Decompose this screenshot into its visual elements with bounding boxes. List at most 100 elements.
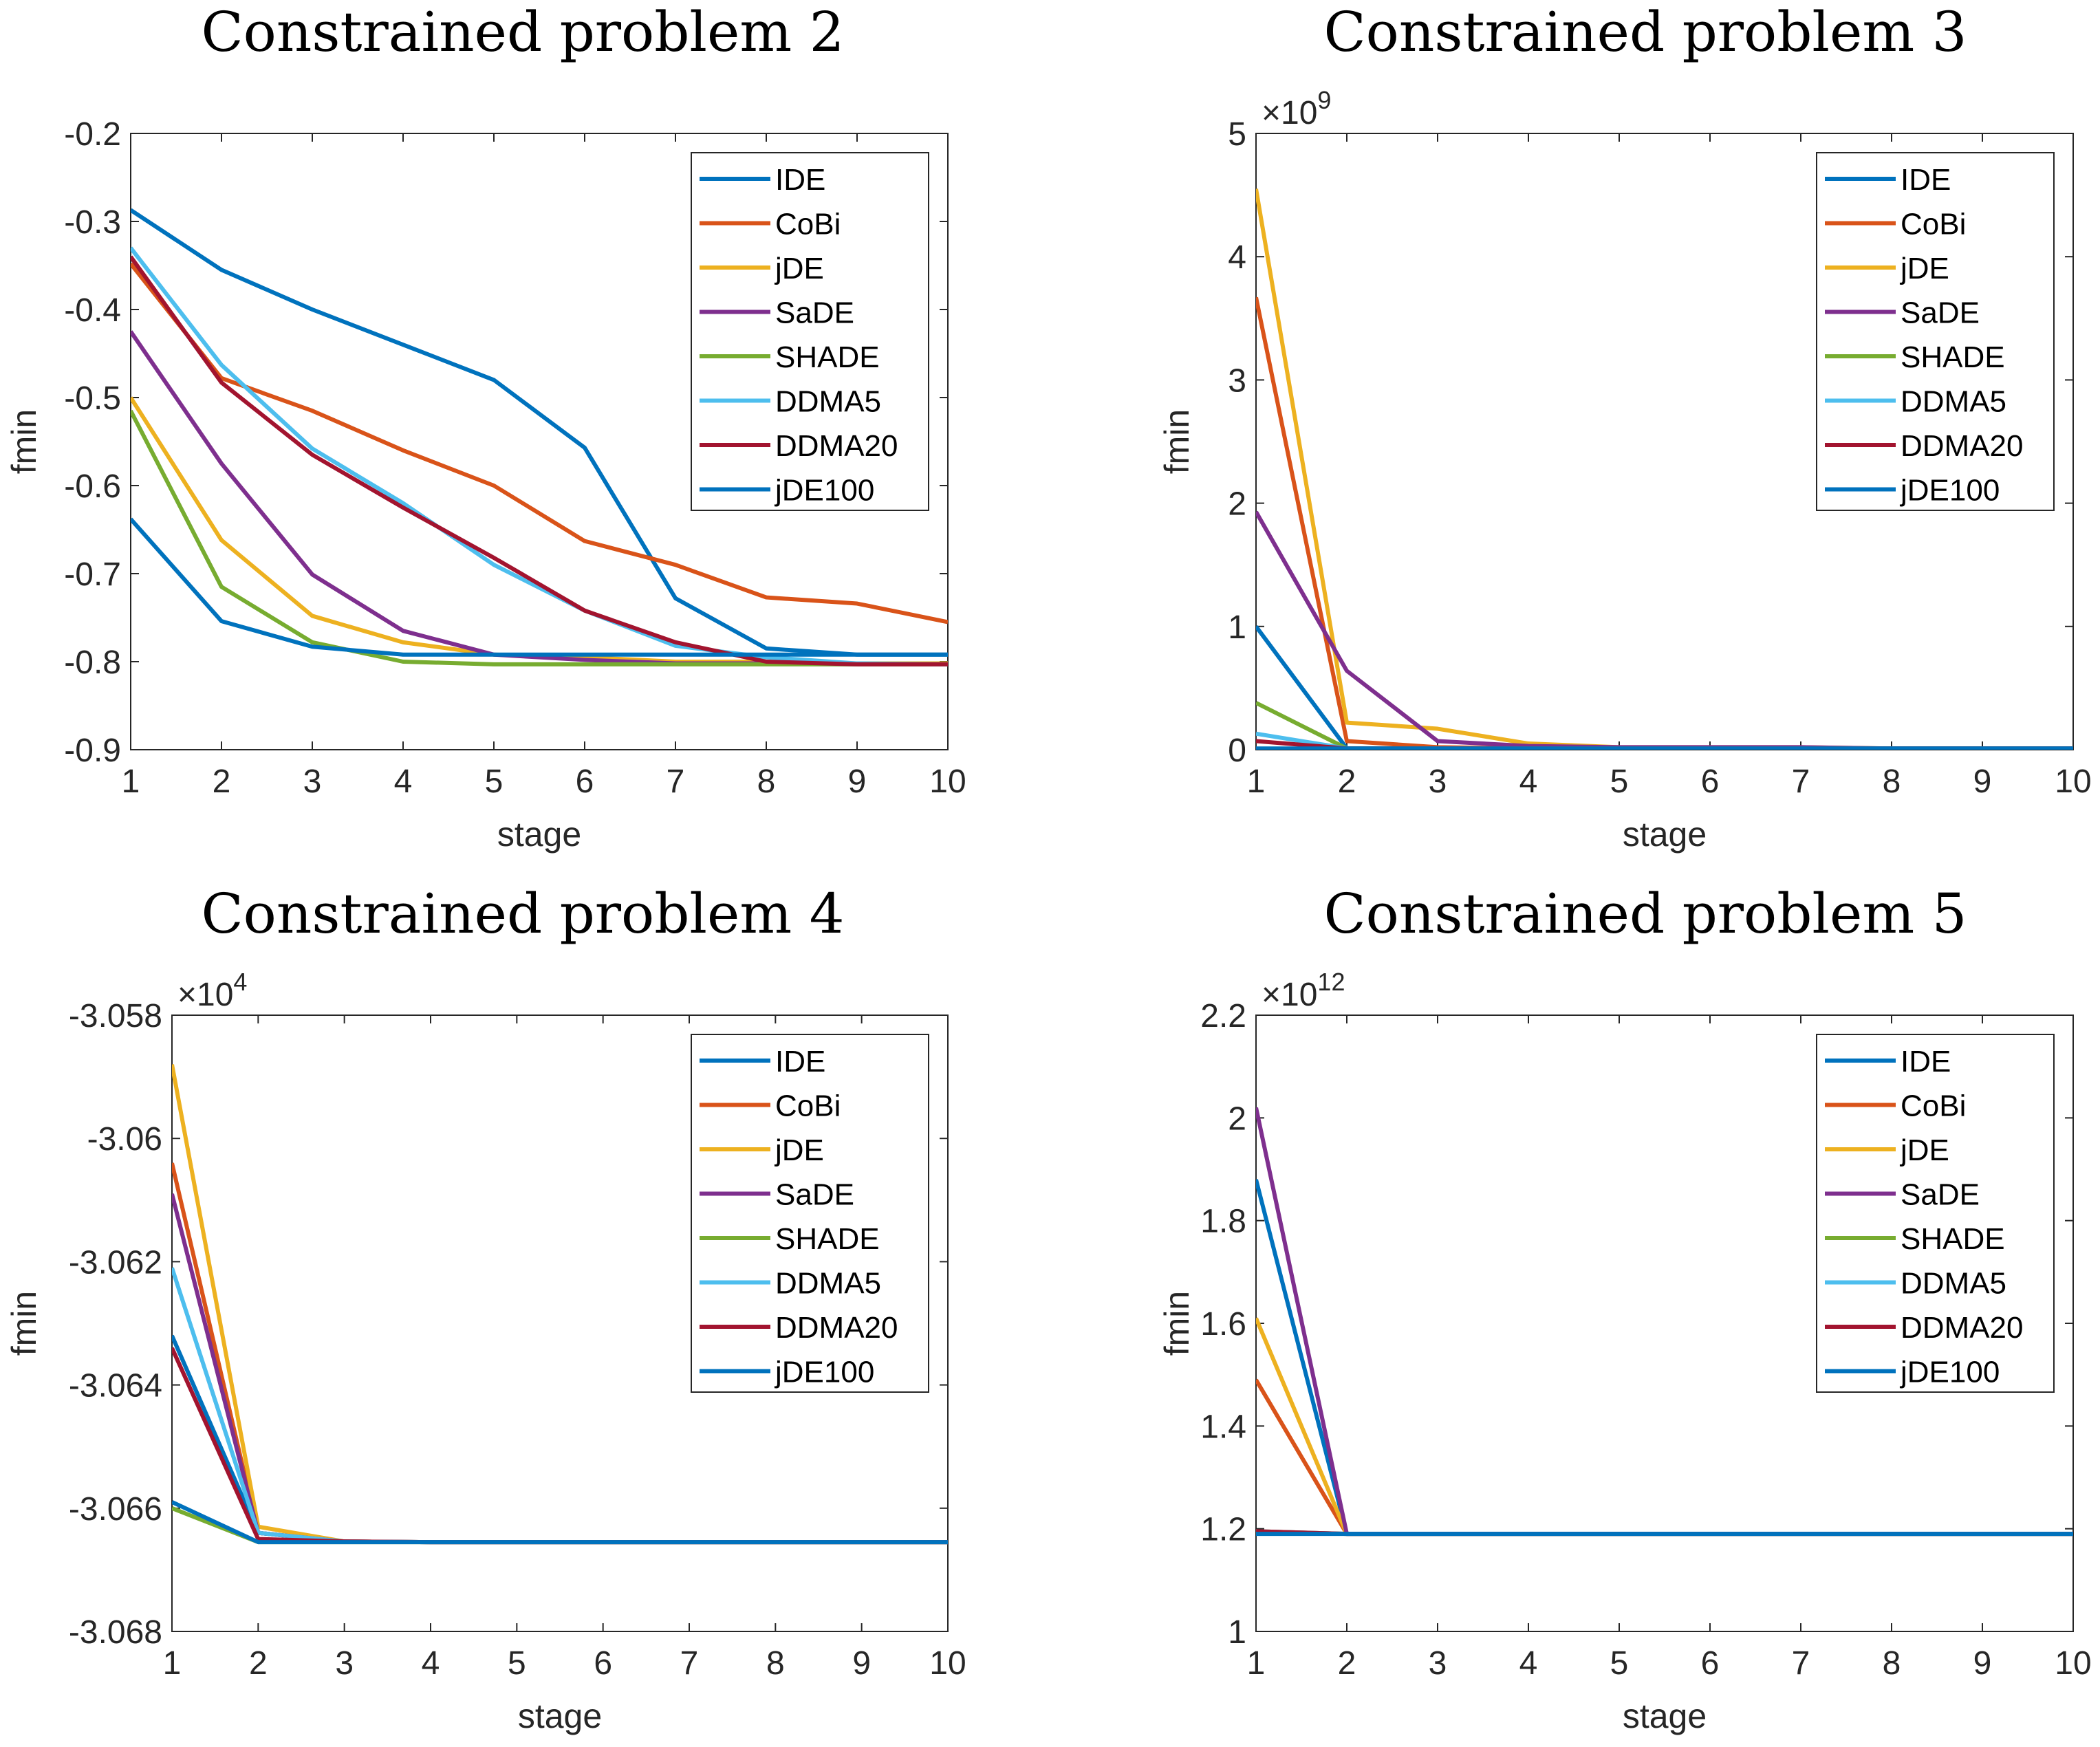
x-tick-label: 1: [122, 763, 140, 800]
x-tick-label: 9: [852, 1645, 871, 1682]
x-tick-label: 8: [1883, 1645, 1901, 1682]
y-axis-label: fmin: [1158, 409, 1196, 474]
x-tick-label: 8: [1883, 763, 1901, 800]
y-tick-label: -3.064: [69, 1368, 162, 1404]
x-tick-label: 3: [1429, 1645, 1447, 1682]
x-tick-label: 3: [303, 763, 322, 800]
x-tick-label: 7: [667, 763, 685, 800]
legend-label: DDMA20: [775, 429, 898, 463]
legend-label: DDMA5: [1901, 1267, 2006, 1301]
legend-label: CoBi: [775, 1089, 841, 1123]
exponent-value: 12: [1317, 968, 1345, 996]
legend-label: IDE: [775, 1045, 825, 1078]
series-line-ddma5: [131, 246, 948, 666]
legend: IDE CoBi jDE SaDE SHADE DDMA5 DDMA20 jDE100: [1816, 1034, 2055, 1393]
x-tick-label: 5: [1610, 1645, 1629, 1682]
x-tick-label: 5: [1610, 763, 1629, 800]
y-tick-label: 2: [1228, 486, 1246, 523]
y-tick-label: 1: [1228, 1614, 1246, 1651]
x-tick-label: 9: [1973, 763, 1992, 800]
legend-label: CoBi: [1901, 208, 1966, 241]
legend-label: DDMA5: [1901, 385, 2006, 419]
y-tick-label: -3.06: [87, 1121, 162, 1158]
chart-title: Constrained problem 3: [1323, 0, 1967, 64]
y-tick-label: -0.3: [64, 204, 121, 241]
x-tick-label: 7: [680, 1645, 699, 1682]
chart-panel-2: Constrained problem 31 2 3 4 5 6 7 8 9 10012345st…: [1158, 0, 2092, 854]
x-tick-label: 2: [213, 763, 231, 800]
x-tick-label: 4: [422, 1645, 440, 1682]
y-tick-label: 5: [1228, 116, 1246, 153]
series-line-jde100: [131, 517, 948, 657]
chart-title: Constrained problem 2: [201, 0, 844, 64]
legend-label: jDE100: [774, 1356, 874, 1389]
legend-label: SaDE: [775, 1178, 854, 1212]
y-tick-label: -0.2: [64, 116, 121, 153]
y-tick-label: -3.066: [69, 1491, 162, 1528]
y-tick-label: -3.068: [69, 1614, 162, 1651]
y-axis-label: fmin: [5, 409, 43, 474]
legend-label: SaDE: [775, 296, 854, 330]
x-tick-label: 6: [594, 1645, 612, 1682]
series-line-ide: [131, 208, 948, 657]
legend-label: SHADE: [1901, 1222, 2005, 1256]
x-tick-label: 9: [848, 763, 867, 800]
legend-box: [691, 152, 929, 511]
x-tick-label: 6: [576, 763, 594, 800]
legend-label: SHADE: [1901, 340, 2005, 374]
exponent-value: 4: [233, 968, 247, 996]
legend-label: jDE: [1899, 252, 1949, 285]
y-tick-label: 4: [1228, 239, 1246, 276]
x-tick-label: 4: [394, 763, 413, 800]
x-tick-label: 10: [2055, 1645, 2091, 1682]
legend-label: IDE: [775, 163, 825, 197]
y-tick-label: 1.2: [1200, 1512, 1246, 1548]
y-tick-label: 2: [1228, 1100, 1246, 1137]
legend: IDE CoBi jDE SaDE SHADE DDMA5 DDMA20 jDE100: [691, 152, 929, 511]
x-tick-label: 6: [1701, 1645, 1720, 1682]
x-tick-label: 5: [508, 1645, 526, 1682]
y-tick-label: -0.7: [64, 556, 121, 593]
y-tick-label: 2.2: [1200, 998, 1246, 1034]
legend-label: jDE: [774, 1133, 824, 1167]
y-tick-label: 1.6: [1200, 1306, 1246, 1343]
x-axis-label: stage: [1623, 815, 1707, 854]
y-tick-label: -0.9: [64, 733, 121, 769]
x-tick-label: 8: [766, 1645, 785, 1682]
legend-label: DDMA20: [1901, 1311, 2024, 1345]
legend-label: jDE: [774, 252, 824, 285]
axis-exponent: ×109: [1262, 86, 1331, 131]
x-tick-label: 1: [1247, 763, 1266, 800]
legend-box: [1816, 1034, 2055, 1393]
legend-label: CoBi: [775, 208, 841, 241]
legend-label: jDE100: [1899, 474, 2000, 508]
y-tick-label: -0.5: [64, 380, 121, 417]
legend-label: SHADE: [775, 1222, 880, 1256]
y-tick-label: 3: [1228, 362, 1246, 399]
x-tick-label: 10: [929, 1645, 966, 1682]
legend: IDE CoBi jDE SaDE SHADE DDMA5 DDMA20 jDE100: [1816, 152, 2055, 511]
y-tick-label: -3.058: [69, 998, 162, 1034]
x-tick-label: 1: [163, 1645, 182, 1682]
legend-label: SaDE: [1901, 296, 1980, 330]
series-line-ddma20: [131, 255, 948, 666]
legend-label: IDE: [1901, 1045, 1951, 1078]
chart-panel-3: Constrained problem 4 1 2 3 4 5 6 7 8 9 10 -3.058 -3…: [5, 882, 966, 1735]
y-tick-label: 1.8: [1200, 1204, 1246, 1240]
x-axis-label: stage: [497, 815, 581, 854]
chart-panel-1: Constrained problem 2 1 2 3 4 5 6 7 8 9 10 -0.2 -0.3…: [5, 0, 966, 854]
y-tick-label: -3.062: [69, 1244, 162, 1281]
legend-label: jDE100: [1899, 1356, 2000, 1389]
y-tick-label: 0: [1228, 733, 1246, 769]
series-line-jde100: [172, 1500, 948, 1545]
x-tick-label: 2: [1338, 1645, 1356, 1682]
y-tick-label: -0.6: [64, 468, 121, 505]
legend-label: IDE: [1901, 163, 1951, 197]
x-tick-label: 10: [2055, 763, 2091, 800]
x-tick-label: 5: [485, 763, 504, 800]
legend-label: CoBi: [1901, 1089, 1966, 1123]
y-axis-label: fmin: [1158, 1291, 1196, 1356]
series-line-cobi: [131, 262, 948, 625]
legend-label: DDMA5: [775, 1267, 881, 1301]
